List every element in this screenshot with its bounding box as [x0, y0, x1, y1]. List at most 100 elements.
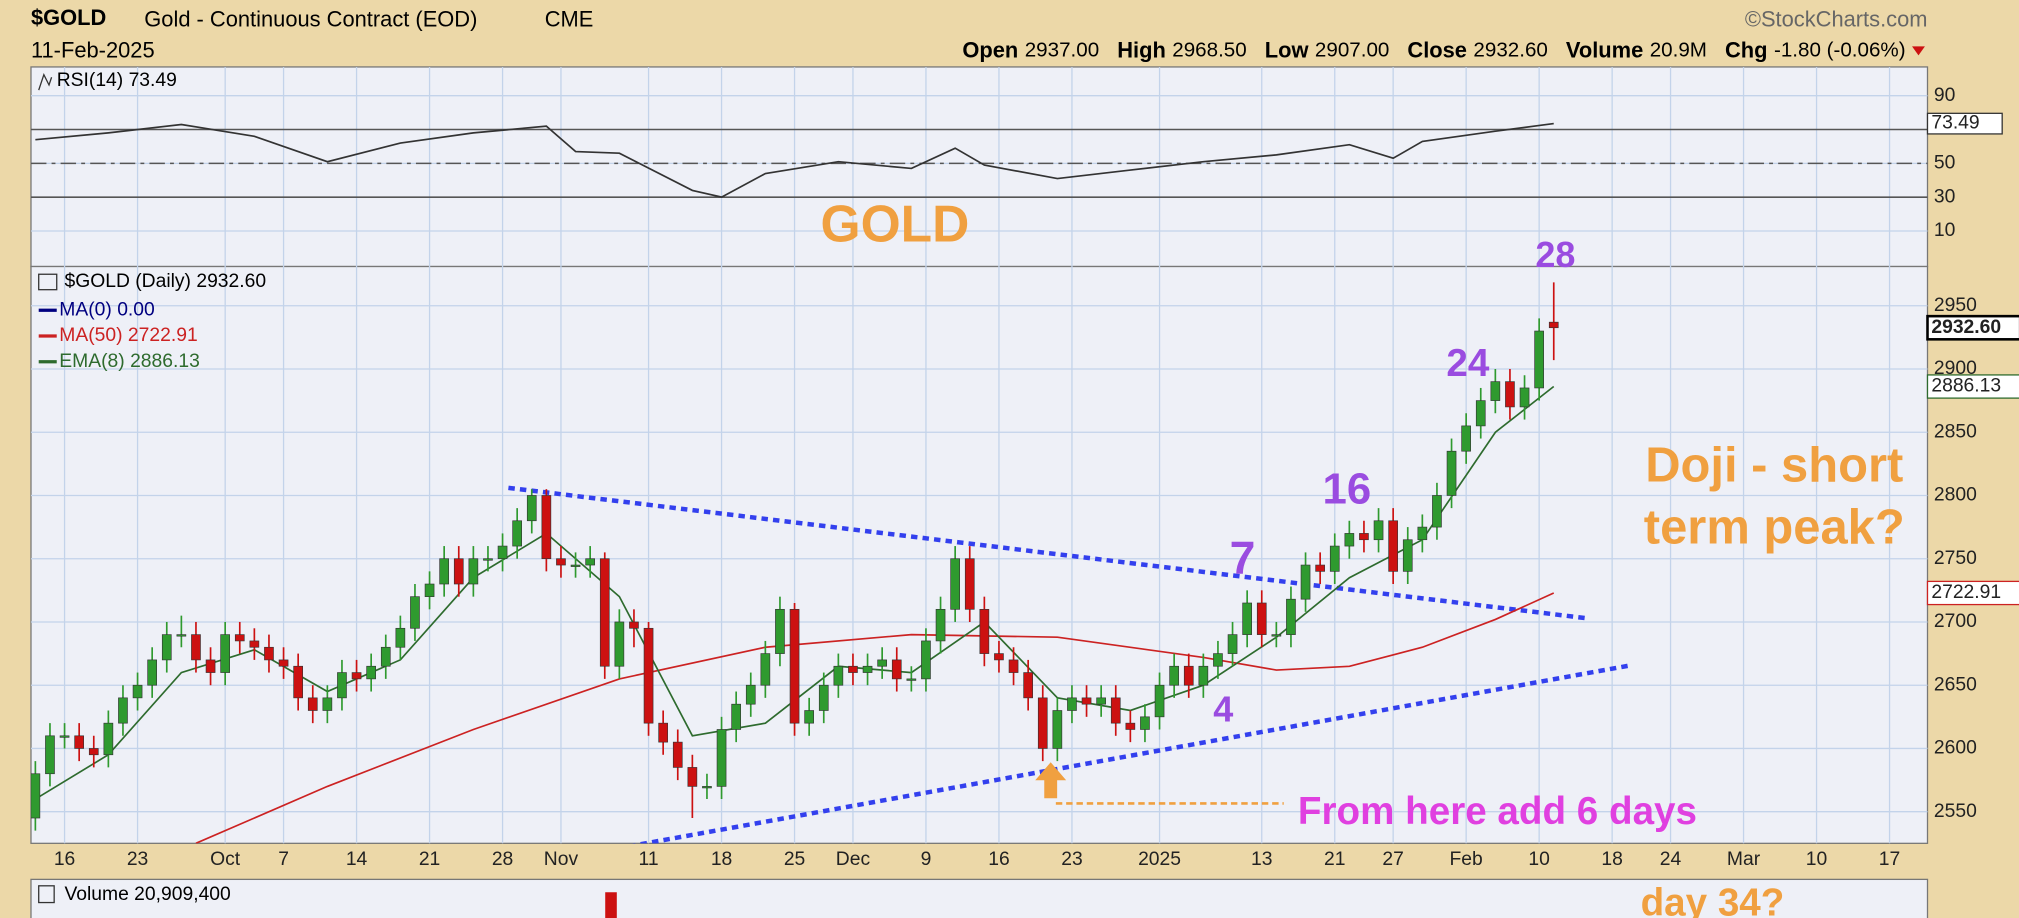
source: ©StockCharts.com [1745, 6, 1928, 31]
y-tick-label: 2900 [1934, 358, 1977, 379]
candle-body [629, 621, 639, 629]
label-layer: 16 23 Oct 7 14 21 28 Nov 11 18 25 Dec 9 16 23 2025 13 21 2… [38, 70, 2019, 918]
x-tick-label: 10 [1806, 849, 1827, 870]
candle-body [59, 735, 70, 738]
value-tag-label: 2932.60 [1931, 317, 2001, 338]
change-arrow [1912, 46, 1925, 56]
candle-body [1227, 634, 1238, 654]
annotation: 7 [1230, 532, 1256, 584]
candle-body [1052, 710, 1063, 749]
x-tick-label: 17 [1879, 849, 1900, 870]
candle-body [585, 558, 595, 566]
candle-body [366, 665, 376, 680]
candle-body [1446, 450, 1457, 496]
candle-body [264, 646, 274, 661]
candle-body [994, 653, 1004, 661]
quote-value: 2932.60 [1473, 39, 1547, 62]
candle-body [1402, 539, 1413, 572]
volume-title: Volume 20,909,400 [64, 884, 230, 905]
symbol: $GOLD [31, 5, 106, 30]
x-tick-label: 27 [1382, 849, 1403, 870]
candle-body [307, 697, 318, 711]
candle-body [322, 697, 333, 711]
candle-body [1096, 697, 1106, 705]
candle-body [1388, 520, 1398, 572]
trendline [632, 662, 1633, 844]
candle-body [1081, 697, 1092, 705]
x-tick-label: 28 [492, 849, 513, 870]
x-tick-label: 9 [921, 849, 932, 870]
candle-body [570, 564, 581, 567]
candle-body [906, 678, 917, 681]
candle-body [1475, 400, 1486, 427]
candle-body [234, 634, 245, 642]
x-tick-label: Nov [544, 849, 579, 870]
y-tick-label: 90 [1934, 85, 1955, 106]
candle-body [1110, 697, 1121, 724]
price-icon [38, 273, 58, 291]
candle-body [337, 672, 347, 699]
candle-body [541, 495, 552, 560]
candle-body [964, 558, 975, 610]
candle-body [88, 748, 99, 756]
candle-body [1534, 330, 1544, 389]
candle-body [1519, 387, 1530, 408]
candle-body [804, 710, 814, 724]
candle-body [176, 634, 187, 637]
candle-body [1373, 520, 1384, 541]
candle-body [687, 767, 698, 787]
volume-bar-stub [605, 892, 617, 918]
value-tag-label: 2886.13 [1931, 376, 2001, 397]
moving-average [195, 592, 1555, 844]
candle-body [1315, 564, 1325, 572]
candle-body [818, 684, 829, 711]
quote-label: Open [962, 37, 1018, 62]
candle-body [1461, 425, 1471, 452]
candle-body [599, 558, 610, 667]
y-tick-label: 2950 [1934, 295, 1977, 316]
candle-body [702, 786, 712, 789]
candle-body [760, 653, 771, 686]
candle-body [950, 558, 960, 610]
candle-body [74, 735, 84, 749]
candle-body [293, 665, 303, 699]
x-tick-label: 23 [1061, 849, 1082, 870]
candle-body [1154, 684, 1165, 718]
candle-body [1490, 381, 1501, 401]
candle-body [249, 640, 260, 648]
candle-body [556, 558, 566, 566]
x-tick-label: 14 [346, 849, 368, 870]
x-tick-label: Feb [1450, 849, 1483, 870]
date: 11-Feb-2025 [31, 37, 155, 62]
quote-value: 20.9M [1650, 39, 1707, 62]
candle-body [658, 722, 668, 743]
trendline [508, 485, 1587, 621]
candle-body [468, 558, 479, 585]
annotation: day 34? [1641, 881, 1785, 918]
candle-body [132, 684, 143, 699]
candle-body [775, 608, 785, 654]
candle-body [526, 495, 537, 522]
y-tick-label: 10 [1934, 220, 1955, 241]
candle-body [1505, 381, 1515, 408]
candle-body [1037, 697, 1048, 749]
candle-body [1344, 533, 1355, 547]
annotation: term peak? [1644, 500, 1905, 554]
candle-body [103, 722, 114, 756]
legend-label: MA(50) 2722.91 [59, 325, 197, 346]
candle-body [672, 741, 683, 768]
x-tick-label: 23 [127, 849, 148, 870]
annotation: 16 [1322, 464, 1371, 513]
y-tick-label: 2750 [1934, 548, 1977, 569]
arrow [1035, 762, 1067, 799]
candle-body [1432, 495, 1442, 528]
value-tag [1926, 374, 2019, 399]
quote-label: Close [1407, 37, 1467, 62]
value-tag-label: 73.49 [1931, 113, 1979, 134]
value-tag [1926, 112, 2003, 135]
candle-body [1183, 665, 1194, 686]
candle-body [833, 665, 844, 686]
candle-body [935, 608, 946, 642]
candle-body [862, 665, 873, 673]
